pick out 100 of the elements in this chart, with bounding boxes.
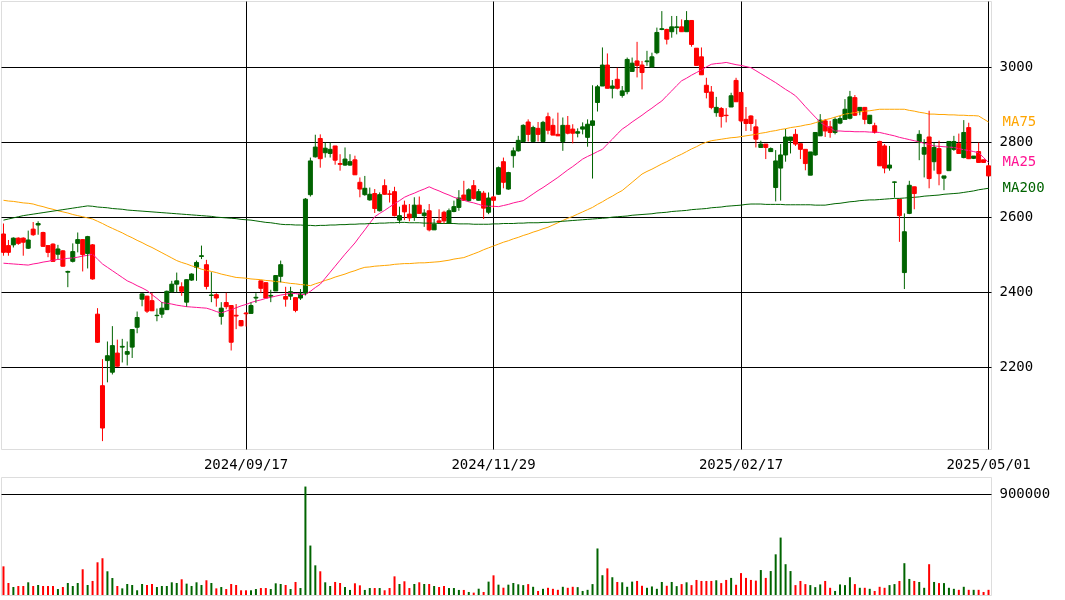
bar — [101, 558, 104, 595]
bar — [487, 581, 490, 595]
bar — [423, 583, 426, 595]
y-tick-label: 2400 — [999, 283, 1034, 300]
bar — [418, 582, 421, 595]
bar — [799, 580, 802, 595]
bar — [868, 588, 871, 595]
candlestick — [65, 270, 71, 288]
bar — [353, 583, 356, 595]
bar — [764, 577, 767, 595]
bar — [210, 582, 213, 595]
bar — [235, 585, 238, 595]
bar — [848, 577, 851, 595]
bar — [141, 583, 144, 595]
bar — [784, 564, 787, 595]
candlestick — [763, 143, 769, 160]
candlestick — [213, 292, 219, 308]
bar — [908, 578, 911, 595]
bar — [517, 584, 520, 595]
bar — [631, 581, 634, 595]
bar — [774, 554, 777, 595]
candlestick — [119, 338, 125, 363]
bar — [160, 586, 163, 595]
x-tick-label: 2024/11/29 — [451, 455, 536, 472]
candlestick — [20, 236, 26, 257]
bar — [363, 589, 366, 595]
bar — [32, 586, 35, 595]
y-tick-label: 3000 — [999, 58, 1034, 75]
bar — [591, 584, 594, 595]
series-label: MA25 — [1002, 153, 1037, 170]
bar — [447, 588, 450, 595]
bar — [37, 585, 40, 595]
bar — [373, 588, 376, 595]
bar — [314, 565, 317, 595]
bar — [81, 569, 84, 595]
bar — [670, 581, 673, 595]
bar — [408, 588, 411, 595]
bar — [438, 587, 441, 595]
bar — [428, 583, 431, 595]
bar — [27, 582, 30, 595]
bar — [56, 589, 59, 595]
bar — [482, 591, 485, 595]
bar — [215, 588, 218, 595]
bar — [393, 576, 396, 595]
bar — [512, 582, 515, 595]
series-label: MA200 — [1002, 179, 1045, 196]
candlestick — [609, 79, 615, 99]
bar — [497, 584, 500, 595]
bar — [240, 590, 243, 595]
bar — [462, 589, 465, 595]
bar — [710, 580, 713, 595]
bar — [735, 584, 738, 595]
bar — [601, 575, 604, 595]
bar — [61, 587, 64, 595]
candlestick — [406, 203, 412, 222]
bar — [715, 580, 718, 595]
bar — [299, 588, 302, 595]
bar — [457, 589, 460, 595]
candlestick — [35, 220, 41, 236]
bar — [443, 586, 446, 595]
bar — [933, 581, 936, 595]
bar — [626, 586, 629, 595]
bar — [918, 581, 921, 595]
bar — [452, 588, 455, 595]
bar — [650, 586, 653, 595]
y-tick-label: 2200 — [999, 358, 1034, 375]
candlestick — [877, 140, 883, 167]
bar — [467, 591, 470, 595]
candlestick — [401, 200, 407, 221]
bar — [611, 577, 614, 595]
bar — [898, 580, 901, 595]
bar — [883, 587, 886, 595]
bar — [413, 583, 416, 595]
bar — [977, 589, 980, 595]
bar — [264, 588, 267, 595]
bar — [665, 585, 668, 595]
bar — [858, 587, 861, 595]
bar — [71, 586, 74, 595]
candlestick — [436, 208, 442, 224]
bar — [561, 586, 564, 595]
bar — [319, 571, 322, 595]
bar — [824, 580, 827, 595]
bar — [12, 587, 15, 595]
bar — [938, 583, 941, 595]
bar — [309, 545, 312, 595]
bar — [47, 586, 50, 595]
bar — [348, 589, 351, 595]
bar — [789, 571, 792, 595]
bar — [660, 581, 663, 595]
x-tick-label: 2024/09/17 — [203, 455, 289, 472]
bar — [982, 591, 985, 595]
bar — [839, 584, 842, 595]
bar — [106, 571, 109, 595]
bar — [571, 586, 574, 595]
candlestick — [198, 245, 204, 260]
bar — [779, 537, 782, 595]
bar — [294, 581, 297, 595]
bar — [794, 585, 797, 595]
bar — [972, 589, 975, 595]
bar — [344, 587, 347, 595]
